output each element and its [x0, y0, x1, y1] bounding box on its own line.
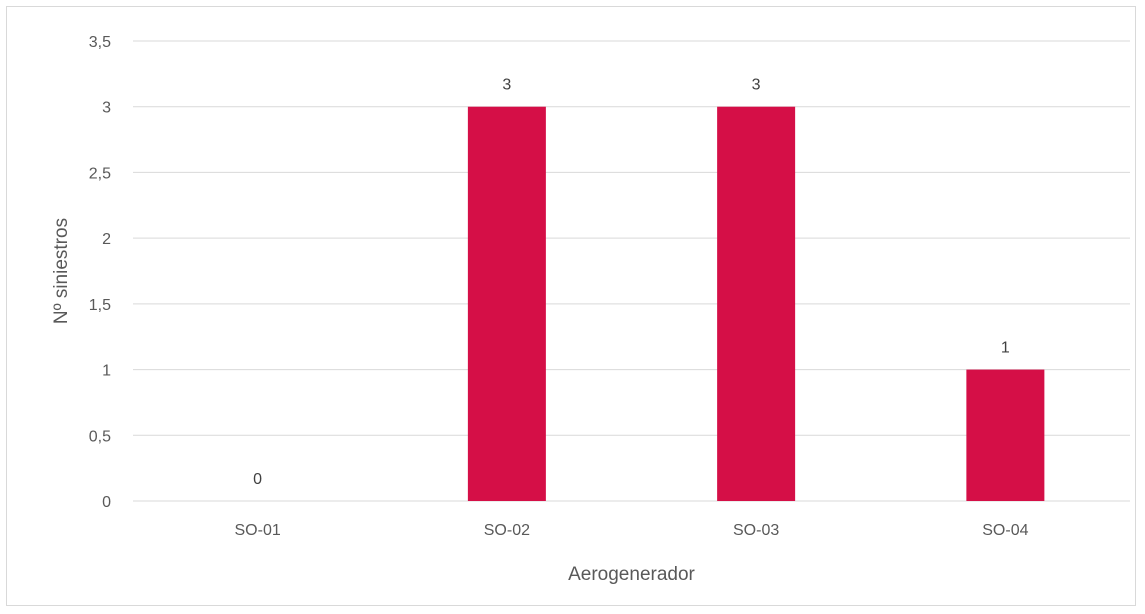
y-tick-label: 0,5: [89, 428, 111, 445]
x-tick-label: SO-02: [484, 522, 530, 539]
data-labels: 0 3 3 1: [253, 77, 1010, 488]
y-tick-label: 3,5: [89, 34, 111, 51]
y-tick-label: 3: [102, 100, 111, 117]
bars: [467, 106, 1045, 501]
data-label: 3: [502, 77, 511, 94]
x-axis-title: Aerogenerador: [568, 564, 695, 585]
data-label: 3: [752, 77, 761, 94]
y-tick-labels: 0 0,5 1 1,5 2 2,5 3 3,5: [89, 34, 111, 511]
x-tick-labels: SO-01 SO-02 SO-03 SO-04: [235, 522, 1029, 539]
bar: [467, 106, 546, 501]
gridlines: [133, 40, 1130, 502]
x-tick-label: SO-01: [235, 522, 281, 539]
data-label: 1: [1001, 340, 1010, 357]
bar: [717, 106, 796, 501]
y-tick-label: 2: [102, 231, 111, 248]
y-tick-label: 1: [102, 363, 111, 380]
y-axis-title: Nº siniestros: [51, 218, 72, 324]
data-label: 0: [253, 471, 262, 488]
y-tick-label: 0: [102, 494, 111, 511]
x-tick-label: SO-03: [733, 522, 779, 539]
y-tick-label: 1,5: [89, 297, 111, 314]
bar: [966, 369, 1045, 501]
chart-frame: [6, 6, 1136, 606]
x-tick-label: SO-04: [982, 522, 1028, 539]
y-tick-label: 2,5: [89, 165, 111, 182]
